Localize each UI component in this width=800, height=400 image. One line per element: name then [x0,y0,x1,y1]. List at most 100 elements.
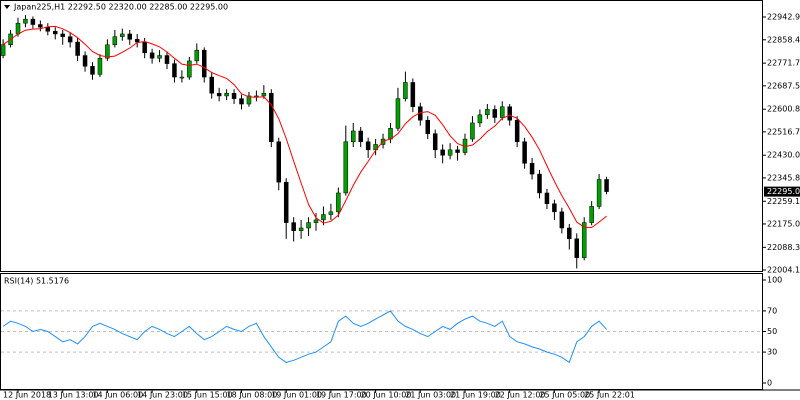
candle-body [537,173,542,194]
candle-body [53,31,58,35]
candle-body [0,44,6,56]
x-tick-label: 12 Jun 2018 [3,391,51,400]
x-tick-label: 21 Jun 03:00 [405,391,456,400]
candle-body [142,41,147,54]
candle-body [596,179,602,207]
last-price-box [764,186,800,197]
y-tick-label: 22687.55 [767,81,800,90]
candle-body [127,33,132,40]
y-tick-label: 22771.70 [767,59,800,68]
candle-body [440,149,445,156]
candle-body [500,106,505,118]
candle-body [82,55,88,67]
candle-body [224,92,229,97]
rsi-title: RSI(14) 51.5176 [4,277,69,286]
candle-body [365,141,371,151]
candle-body [30,18,36,25]
candle-body [276,141,281,183]
candle-body [358,130,363,143]
candle-body [581,222,587,258]
candle-body [336,192,341,213]
x-tick-label: 13 Jun 13:00 [48,391,99,400]
candle-body [447,149,453,156]
y-tick-label: 70 [767,306,777,315]
candle-body [60,33,65,37]
candle-body [246,95,252,105]
candle-body [75,41,80,56]
x-tick-label: 25 Jun 22:01 [584,391,635,400]
candle-body [179,76,185,79]
candle-body [455,149,460,153]
x-tick-label: 18 Jun 08:00 [227,391,278,400]
candle-body [313,219,319,223]
candle-body [157,55,162,59]
candle-body [388,128,393,140]
candle-body [15,22,21,35]
candle-body [67,36,73,43]
x-tick-label: 19 Jun 17:00 [316,391,367,400]
candle-body [120,33,125,37]
candle-body [522,141,527,164]
candle-body [485,109,490,116]
candle-body [291,222,296,231]
line [2,25,607,229]
candle-body [514,119,520,143]
candle-body [231,92,237,99]
candle-body [321,214,326,221]
candle-body [492,109,498,118]
x-tick-label: 19 Jun 01:00 [271,391,322,400]
candle-body [239,98,244,105]
candle-body [604,179,609,192]
candle-body [209,76,214,94]
y-tick-label: 100 [767,276,782,285]
y-tick-label: 30 [767,348,777,357]
candle-body [261,92,267,97]
candle-body [283,181,289,223]
candle-body [589,206,594,223]
candle-body [187,60,192,78]
y-tick-label: 22004.15 [767,265,800,274]
candle-body [216,92,222,97]
candle-body [164,55,170,64]
symbol-header: Japan225,H1 22292.50 22320.00 22285.00 2… [13,3,228,12]
main-panel [0,0,763,272]
candle-body [90,66,95,75]
x-tick-label: 20 Jun 10:00 [361,391,412,400]
candle-body [477,114,483,124]
x-tick-label: 14 Jun 23:00 [137,391,188,400]
y-tick-label: 22430.00 [767,151,800,160]
candle-body [298,227,304,231]
y-tick-label: 50 [767,327,777,336]
candle-body [410,82,416,107]
x-tick-label: 25 Jun 05:00 [539,391,590,400]
candle-body [529,163,535,175]
y-tick-label: 22259.15 [767,197,800,206]
candle-body [134,39,140,43]
x-tick-label: 15 Jun 15:00 [182,391,233,400]
candle-body [507,106,512,121]
candle-body [172,63,177,78]
x-tick-label: 21 Jun 19:00 [450,391,501,400]
candle-body [395,98,401,129]
candle-body [328,211,334,215]
candle-body [306,222,311,229]
candle-body [567,227,572,240]
y-tick-label: 22858.40 [767,35,800,44]
candle-body [23,18,28,24]
candle-body [149,52,155,59]
y-tick-label: 22088.30 [767,243,800,252]
y-tick-label: 22175.00 [767,219,800,228]
y-tick-label: 22942.95 [767,12,800,21]
candle-body [343,141,349,194]
candle-body [105,44,110,59]
candle-body [574,238,579,258]
y-tick-label: 22345.85 [767,173,800,182]
candle-body [544,192,550,204]
candle-body [470,122,475,140]
x-tick-label: 22 Jun 12:00 [495,391,546,400]
candle-body [351,130,356,143]
y-tick-label: 22600.85 [767,105,800,114]
candle-body [202,49,207,78]
candle-body [112,36,118,45]
